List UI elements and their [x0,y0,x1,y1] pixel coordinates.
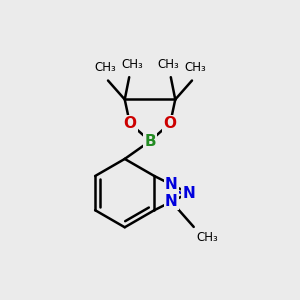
Text: B: B [144,134,156,148]
Text: O: O [123,116,136,131]
Text: CH₃: CH₃ [157,58,179,70]
Text: CH₃: CH₃ [94,61,116,74]
Text: N: N [165,177,178,192]
Text: CH₃: CH₃ [184,61,206,74]
Text: N: N [165,194,178,209]
Text: CH₃: CH₃ [121,58,143,70]
Text: CH₃: CH₃ [197,231,218,244]
Text: N: N [182,186,195,201]
Text: O: O [164,116,177,131]
